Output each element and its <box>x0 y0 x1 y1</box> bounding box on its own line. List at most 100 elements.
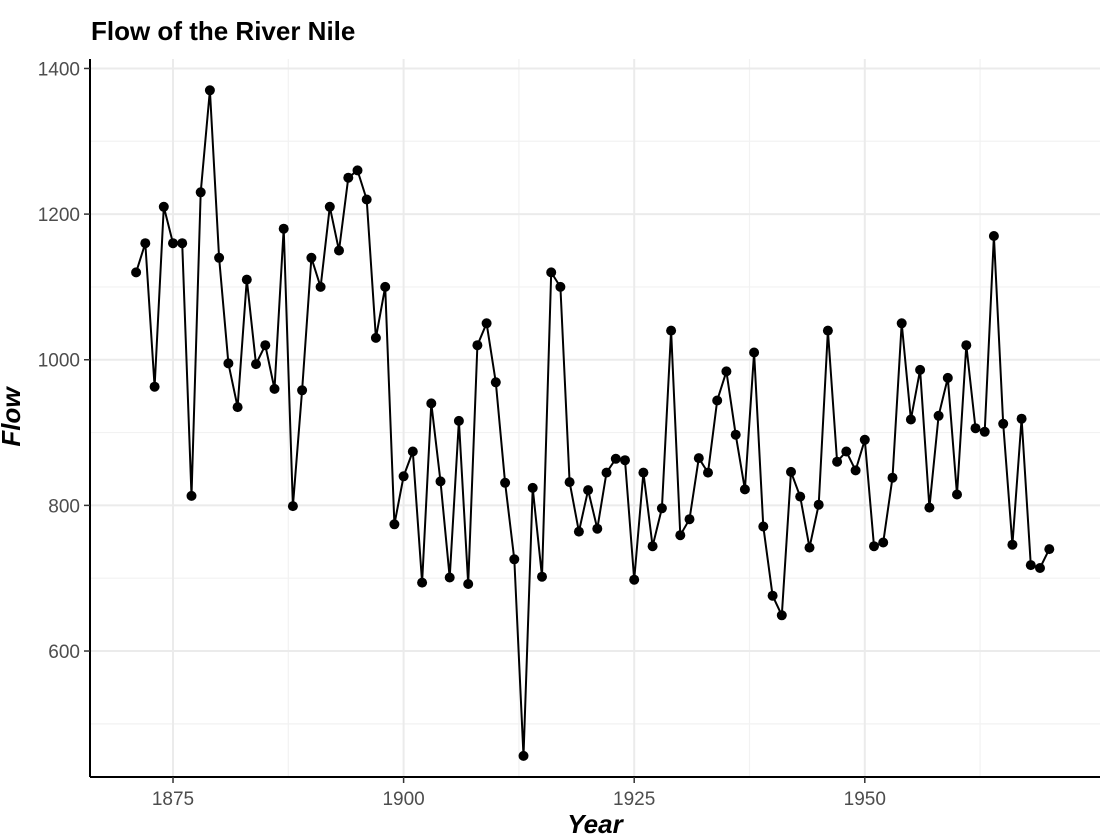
data-point <box>703 467 713 478</box>
data-point <box>417 577 428 588</box>
data-point <box>260 340 271 351</box>
gridlines <box>90 59 1100 777</box>
data-point <box>204 85 215 96</box>
data-point <box>1007 539 1018 550</box>
x-tick-label: 1900 <box>382 789 424 810</box>
data-point <box>573 526 584 537</box>
data-point <box>435 476 446 487</box>
data-point <box>822 325 833 336</box>
data-point <box>389 519 400 530</box>
x-tick-label: 1875 <box>152 789 194 810</box>
flow-line <box>135 90 1051 756</box>
data-point <box>730 429 741 440</box>
data-point <box>859 434 870 445</box>
data-point <box>592 523 603 534</box>
y-tick-label: 1000 <box>38 351 80 372</box>
data-point <box>398 471 409 482</box>
data-point <box>786 466 796 477</box>
data-point <box>739 484 750 495</box>
data-point <box>158 201 169 212</box>
data-point <box>324 201 335 212</box>
data-point <box>656 503 667 514</box>
data-point <box>361 194 372 205</box>
x-axis-title: Year <box>567 809 624 839</box>
data-point <box>758 521 769 532</box>
chart-title: Flow of the River Nile <box>91 16 355 46</box>
data-point <box>297 385 308 396</box>
data-point <box>343 172 354 183</box>
data-point <box>942 372 953 383</box>
data-point <box>887 472 898 483</box>
data-point <box>675 530 686 541</box>
data-point <box>998 418 1009 429</box>
data-point <box>979 426 990 437</box>
data-point <box>620 455 630 466</box>
data-point <box>509 554 520 565</box>
data-point <box>776 610 787 621</box>
data-point <box>407 446 418 457</box>
data-point <box>241 274 252 285</box>
data-point <box>500 477 511 488</box>
data-point <box>1016 413 1027 424</box>
data-point <box>850 465 861 476</box>
data-point <box>988 231 999 241</box>
data-point <box>666 325 677 336</box>
data-point <box>306 252 317 263</box>
data-point <box>269 383 280 394</box>
data-point <box>601 467 612 478</box>
data-point <box>961 340 972 351</box>
data-point <box>168 238 178 249</box>
data-point <box>214 252 225 263</box>
data-point <box>684 514 695 525</box>
data-point <box>721 366 732 377</box>
flow-series <box>131 85 1055 761</box>
data-point <box>177 238 188 249</box>
y-tick-label: 800 <box>48 496 80 517</box>
data-point <box>970 423 981 434</box>
data-point <box>712 395 723 406</box>
data-point <box>481 318 492 329</box>
data-point <box>527 482 538 493</box>
data-point <box>795 491 806 502</box>
data-point <box>583 485 594 496</box>
data-point <box>749 347 760 358</box>
y-tick-label: 600 <box>48 642 80 663</box>
data-point <box>453 415 464 426</box>
data-point <box>647 541 658 552</box>
data-point <box>693 453 704 464</box>
data-point <box>767 590 778 601</box>
data-point <box>841 446 852 457</box>
data-point <box>905 414 916 425</box>
data-point <box>251 359 261 370</box>
data-point <box>131 267 142 278</box>
data-point <box>140 238 151 249</box>
data-point <box>629 574 640 585</box>
data-point <box>518 750 529 761</box>
data-point <box>555 281 566 292</box>
data-point <box>370 332 381 343</box>
data-point <box>638 467 649 478</box>
y-tick-label: 1200 <box>38 205 80 226</box>
data-point <box>232 402 243 413</box>
data-point <box>546 267 557 278</box>
y-tick-label: 1400 <box>38 59 80 80</box>
data-point <box>380 281 391 292</box>
data-point <box>463 579 474 589</box>
data-point <box>537 571 547 582</box>
data-point <box>832 456 843 467</box>
data-point <box>610 453 621 464</box>
data-point <box>287 501 298 512</box>
data-point <box>878 537 889 548</box>
data-point <box>315 281 326 292</box>
data-point <box>896 318 907 329</box>
data-point <box>444 572 455 583</box>
y-axis-title: Flow <box>0 386 26 447</box>
data-point <box>804 542 815 553</box>
x-tick-label: 1925 <box>613 789 655 810</box>
data-point <box>813 499 824 510</box>
data-point <box>195 187 206 198</box>
data-point <box>933 410 944 421</box>
data-point <box>472 340 483 351</box>
data-point <box>1025 560 1036 571</box>
